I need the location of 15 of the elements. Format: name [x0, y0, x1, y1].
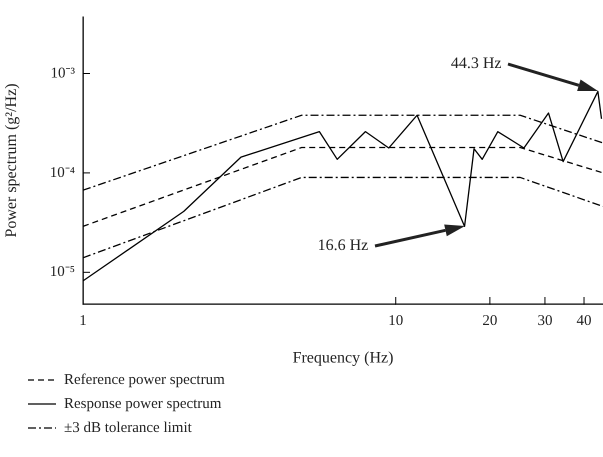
y-tick-label: 10⁻⁵ — [50, 264, 75, 280]
x-tick-label: 20 — [482, 312, 498, 329]
y-tick-label: 10⁻⁴ — [50, 164, 75, 181]
legend-label: Response power spectrum — [64, 396, 222, 412]
y-tick-label: 10⁻³ — [50, 65, 76, 82]
x-tick-label: 40 — [576, 312, 592, 329]
x-axis-title: Frequency (Hz) — [292, 350, 394, 367]
x-tick-label: 1 — [79, 312, 87, 329]
legend-label: ±3 dB tolerance limit — [64, 420, 192, 436]
x-tick-label: 30 — [537, 312, 552, 329]
x-tick-label: 10 — [388, 312, 404, 329]
annotation: 44.3 Hz — [450, 55, 502, 74]
legend-label: Reference power spectrum — [64, 372, 225, 388]
y-axis-title: Power spectrum (g²/Hz) — [2, 83, 20, 238]
annotation: 16.6 Hz — [318, 237, 368, 256]
